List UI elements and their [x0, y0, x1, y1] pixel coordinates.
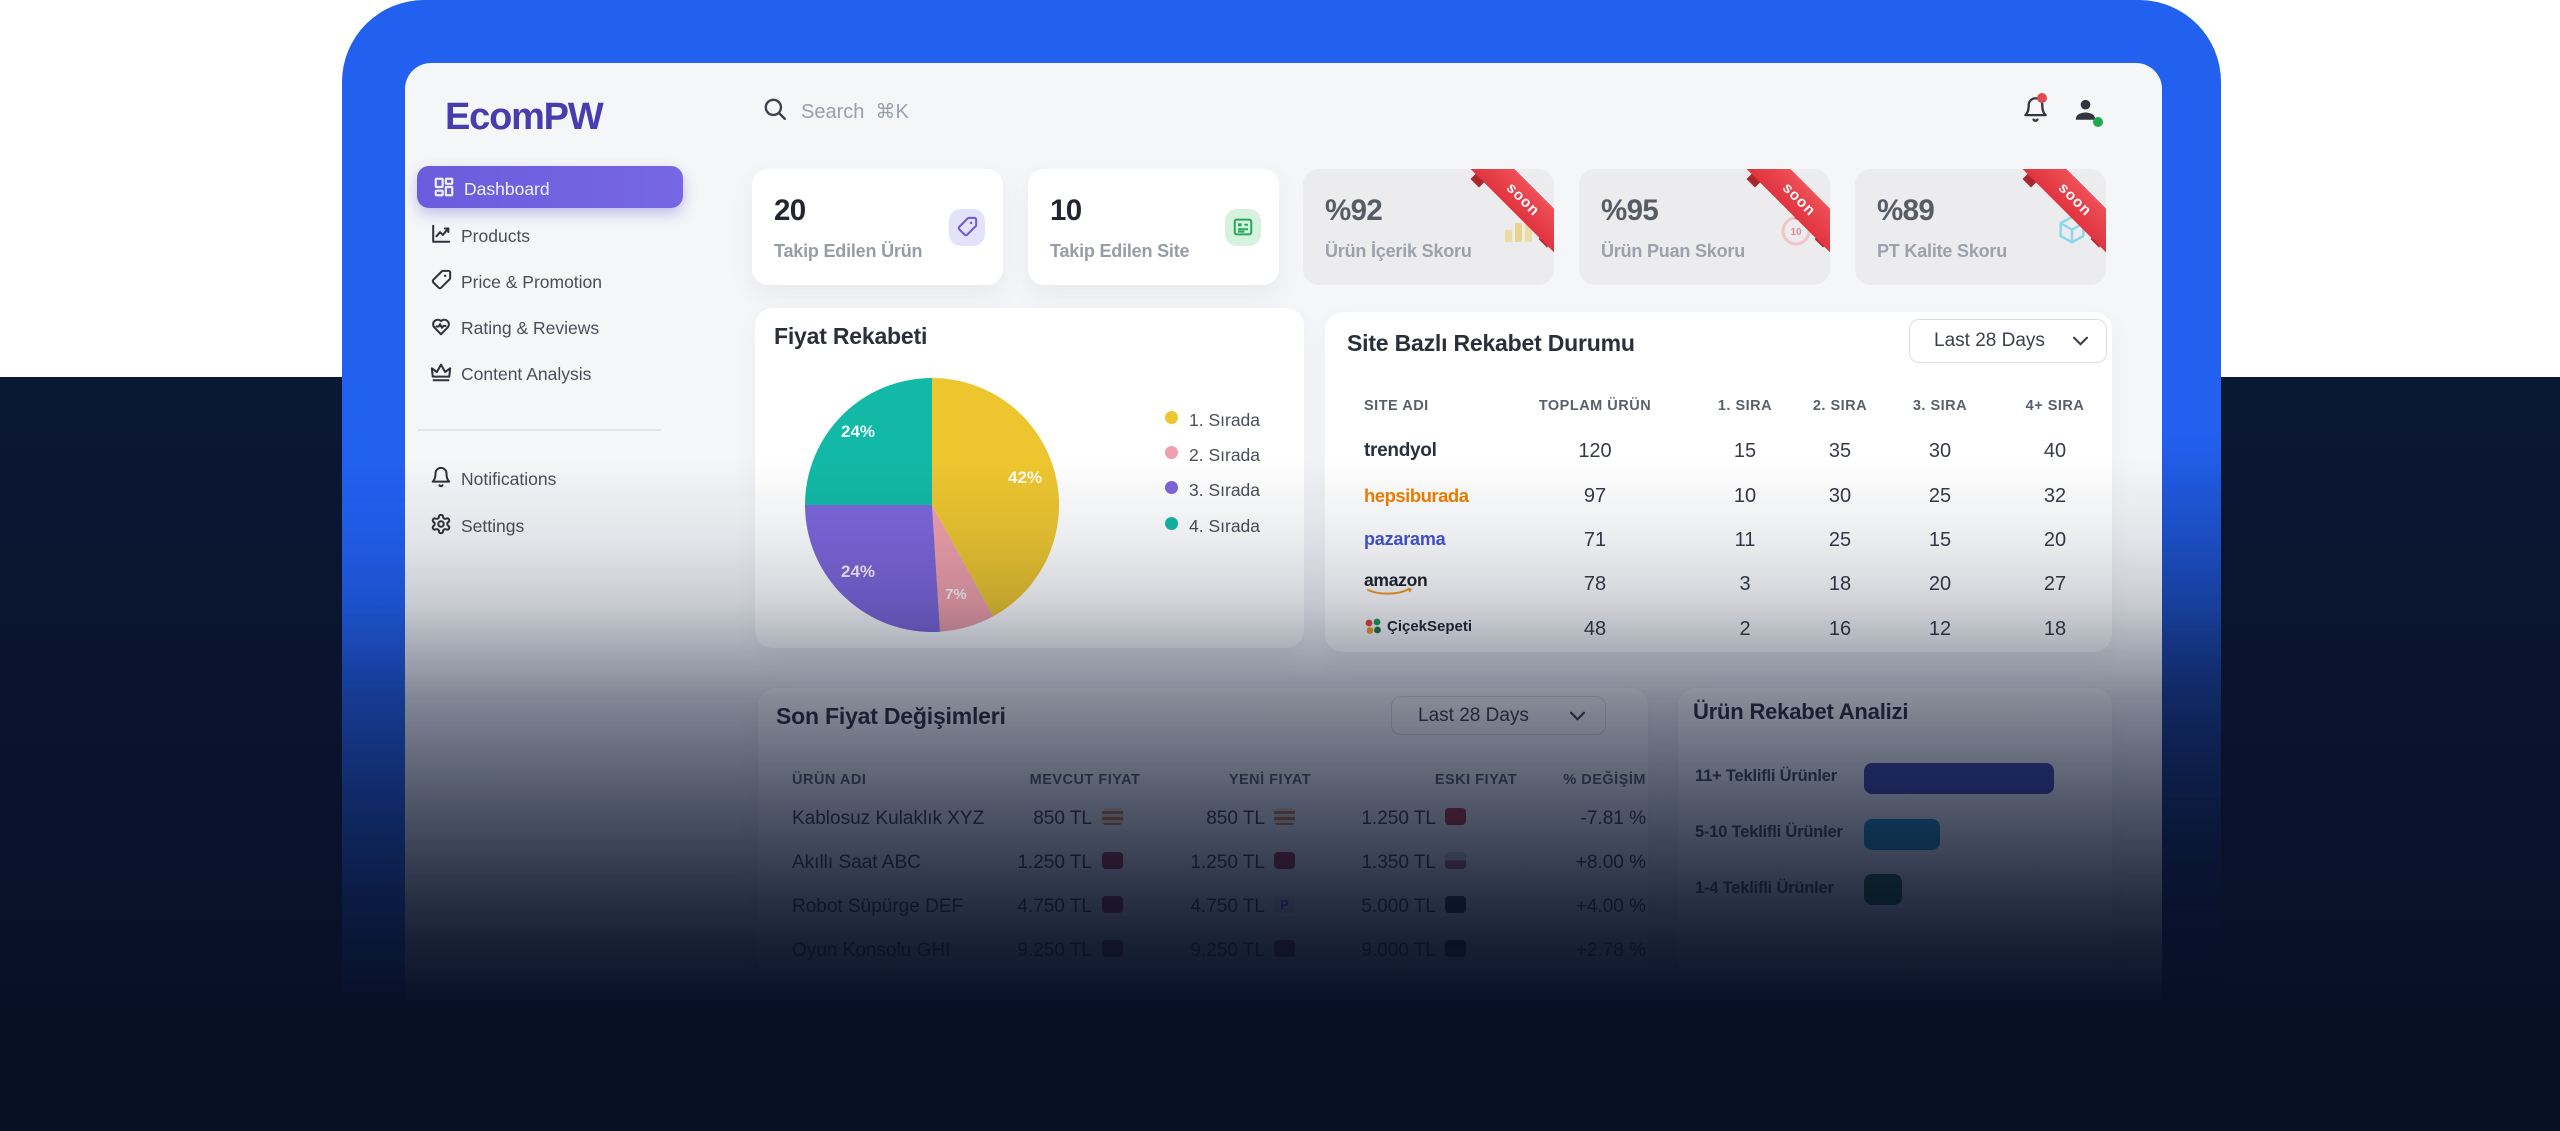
svg-text:10: 10 [1790, 227, 1802, 238]
